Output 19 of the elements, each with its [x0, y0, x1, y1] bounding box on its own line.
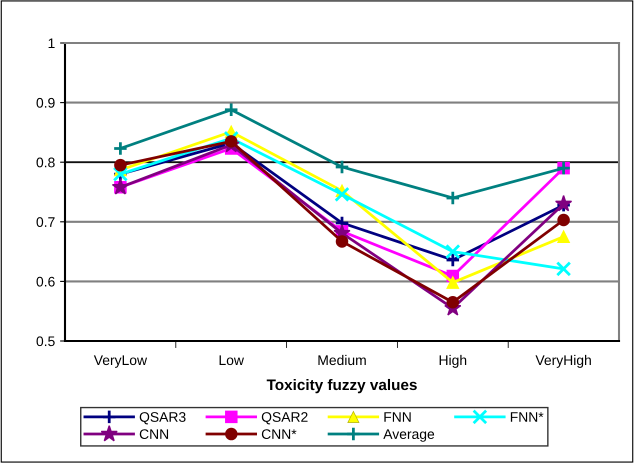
legend-label: QSAR2 [262, 412, 308, 424]
legend-label: FNN* [510, 412, 544, 422]
legend-label: CNN [140, 429, 168, 440]
x-tick-label: VeryLow [94, 355, 148, 368]
legend-label: QSAR3 [140, 412, 186, 424]
y-tick-label: 0.8 [36, 158, 55, 168]
legend-label: FNN [384, 412, 411, 422]
x-tick-label: Low [220, 355, 244, 366]
y-tick-label: 0.6 [36, 276, 55, 287]
y-tick-label: 0.7 [36, 217, 55, 227]
y-tick-label: 1 [48, 38, 55, 48]
legend-label: Average [383, 429, 434, 442]
x-tick-label: Medium [318, 354, 366, 366]
y-tick-label: 0.9 [36, 98, 55, 108]
x-tick-label: High [440, 354, 466, 368]
y-tick-label: 0.5 [36, 336, 55, 346]
x-tick-label: VeryHigh [535, 354, 591, 368]
x-axis-title: Toxicity fuzzy values [266, 378, 417, 394]
legend-label: CNN* [262, 429, 296, 440]
